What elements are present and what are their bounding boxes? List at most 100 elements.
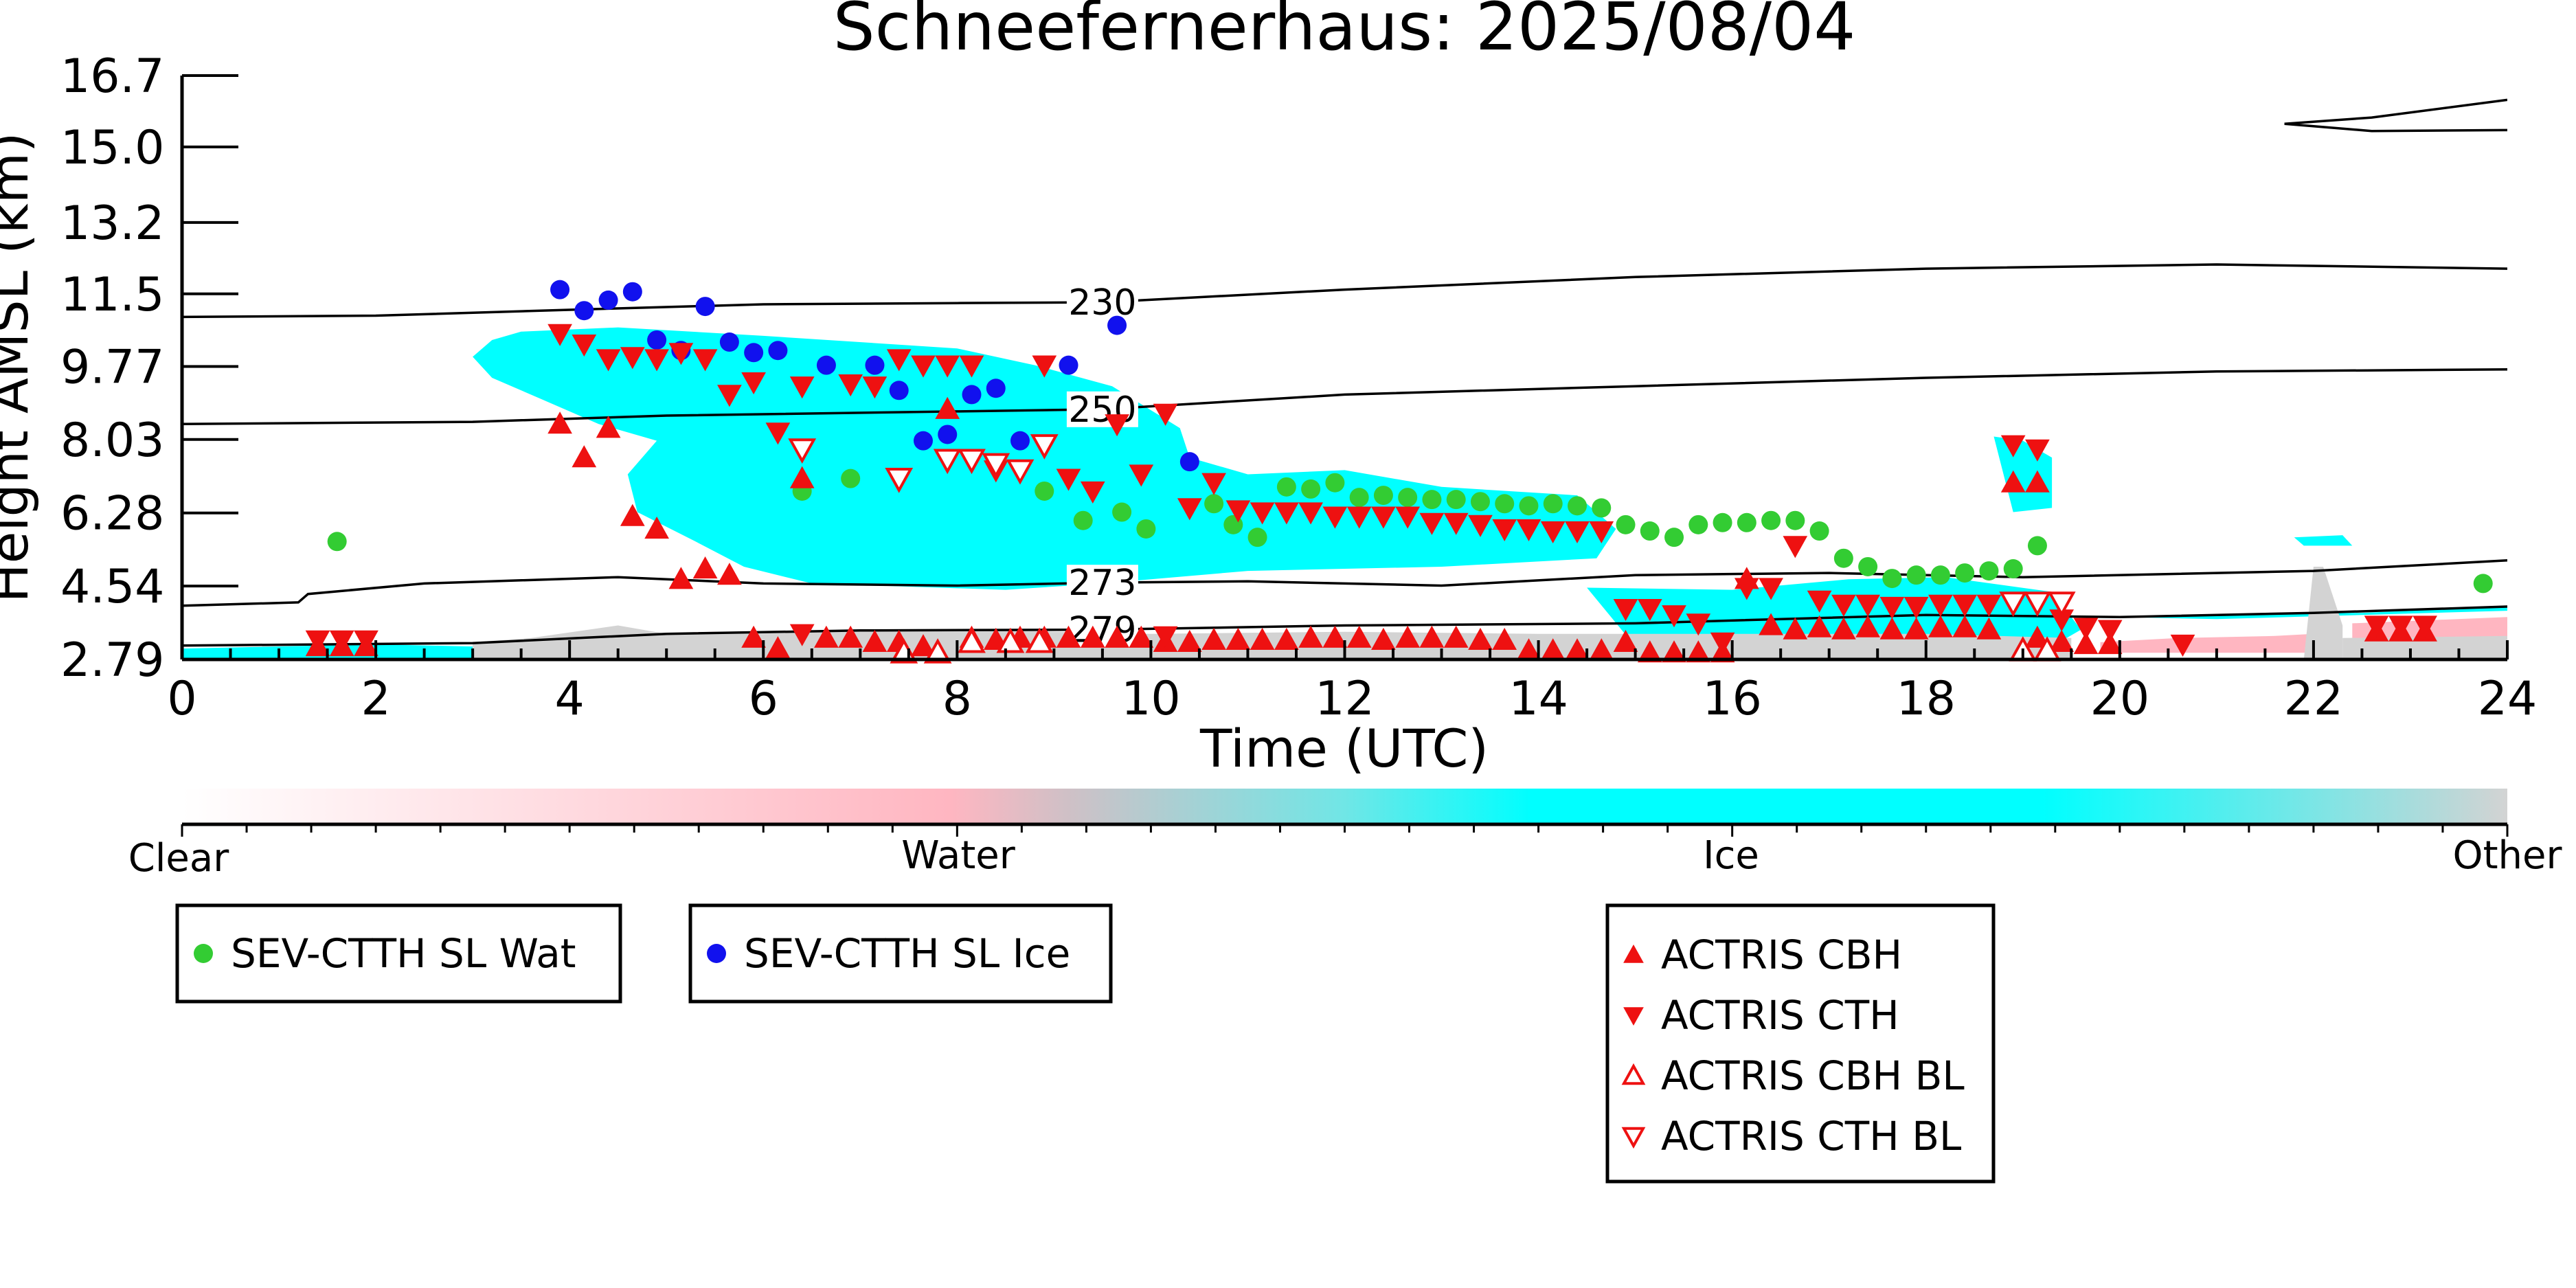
actris-cbh-point xyxy=(1225,627,1251,650)
actris-cth-point xyxy=(1032,355,1057,378)
contour-line-230 xyxy=(182,263,2507,319)
sev-ctth-sl-wat-point xyxy=(1955,563,1975,583)
legend-label-sev-ctth-sl-ice: SEV-CTTH SL Ice xyxy=(744,930,1070,977)
actris-cth-point xyxy=(1903,596,1929,620)
sev-ctth-sl-wat-point xyxy=(2473,574,2493,594)
actris-cth-point xyxy=(1250,502,1275,525)
actris-cth-bl-point xyxy=(1030,434,1059,460)
actris-cbh-point xyxy=(1274,627,1299,650)
x-ticks: 0 2 4 6 8 10 12 14 16 18 20 22 24 xyxy=(167,640,2537,726)
sev-ctth-sl-wat-point xyxy=(1664,528,1684,547)
actris-cbh-point xyxy=(1952,615,1978,637)
legend-label-sev-ctth-sl-wat: SEV-CTTH SL Wat xyxy=(231,930,576,977)
sev-ctth-sl-ice-point xyxy=(816,355,836,375)
actris-cbh-point xyxy=(572,445,597,468)
actris-cth-point xyxy=(1080,481,1105,504)
sev-ctth-sl-wat-point xyxy=(1422,490,1442,510)
sev-ctth-sl-wat-point xyxy=(1136,519,1156,539)
actris-cbh-point xyxy=(1468,627,1493,650)
actris-cbh-bl-point xyxy=(958,627,986,653)
actris-cth-point xyxy=(620,347,645,370)
x-tick-label: 0 xyxy=(167,672,196,726)
actris-cbh-point xyxy=(1177,629,1202,652)
actris-cth-point xyxy=(789,624,815,646)
sev-ctth-sl-wat-point xyxy=(1616,515,1636,534)
contour-label-bg-273 xyxy=(1066,565,1138,601)
actris-cbh-bl-point xyxy=(996,627,1025,653)
contour-label-273: 273 xyxy=(1068,563,1136,604)
actris-cbh-point xyxy=(814,625,839,648)
actris-cth-point xyxy=(1831,594,1856,617)
legend-symbol-actris-cth xyxy=(1623,1007,1644,1026)
sev-ctth-sl-ice-point xyxy=(962,385,982,405)
actris-cth-point xyxy=(668,343,694,365)
sev-ctth-sl-wat-point xyxy=(1713,512,1732,532)
colorbar-label-other: Other xyxy=(2452,833,2562,878)
sev-ctth-sl-wat-point xyxy=(1495,494,1515,514)
actris-cbh-point xyxy=(1855,615,1880,637)
sev-ctth-sl-wat-point xyxy=(1349,488,1369,508)
actris-cth-point xyxy=(1274,502,1299,525)
actris-cbh-point xyxy=(1831,617,1856,640)
y-tick-label: 8.03 xyxy=(60,414,164,468)
x-tick-label: 16 xyxy=(1702,672,1762,726)
actris-cbh-point xyxy=(862,629,888,652)
x-tick-label: 8 xyxy=(942,672,972,726)
actris-cth-point xyxy=(2025,439,2050,462)
actris-cbh-point xyxy=(1080,625,1105,648)
actris-cbh-point xyxy=(668,567,694,589)
actris-cth-point xyxy=(644,349,669,372)
chart-legend: SEV-CTTH SL Wat SEV-CTTH SL Ice ACTRIS CBH… xyxy=(175,903,1996,1184)
cloud-region-other-12 xyxy=(2342,635,2507,659)
legend-entries: SEV-CTTH SL Wat SEV-CTTH SL Ice ACTRIS CBH… xyxy=(194,930,1965,1160)
actris-cth-point xyxy=(911,355,936,378)
actris-cbh-point xyxy=(2025,470,2050,493)
x-tick-label: 20 xyxy=(2090,672,2150,726)
actris-cbh-point xyxy=(1371,627,1396,650)
actris-cth-point xyxy=(1879,596,1905,620)
actris-cth-bl-point xyxy=(1006,459,1035,485)
sev-ctth-sl-wat-point xyxy=(2027,536,2047,556)
actris-cbh-bl-point xyxy=(923,638,952,664)
x-tick-label: 24 xyxy=(2478,672,2538,726)
actris-cbh-point xyxy=(2000,470,2026,493)
sev-ctth-sl-wat-point xyxy=(1035,481,1054,501)
y-tick-label: 2.79 xyxy=(60,633,164,688)
sev-ctth-sl-wat-point xyxy=(327,532,347,552)
sev-ctth-sl-ice-point xyxy=(719,332,739,352)
legend-label-actris-cth-bl: ACTRIS CTH BL xyxy=(1661,1113,1961,1160)
actris-cbh-point xyxy=(838,625,863,648)
y-axis-label: Height AMSL (km) xyxy=(0,132,40,602)
actris-cbh-point xyxy=(1759,613,1783,635)
sev-ctth-sl-wat-point xyxy=(1761,510,1781,530)
sev-ctth-sl-wat-point xyxy=(1592,498,1612,518)
actris-cbh-point xyxy=(1056,625,1081,648)
sev-ctth-sl-ice-point xyxy=(1179,452,1199,472)
sev-ctth-sl-ice-point xyxy=(574,301,594,321)
actris-cth-point xyxy=(1637,599,1662,622)
sev-ctth-sl-ice-point xyxy=(889,381,909,400)
actris-cth-point xyxy=(1153,403,1178,426)
actris-cth-point xyxy=(305,630,330,653)
actris-cth-point xyxy=(547,324,572,346)
actris-cth-point xyxy=(2413,615,2437,638)
x-tick-label: 6 xyxy=(749,672,778,726)
legend-label-actris-cth: ACTRIS CTH xyxy=(1661,992,1899,1039)
sev-ctth-sl-ice-point xyxy=(550,280,570,300)
colorbar-label-clear: Clear xyxy=(128,836,229,881)
x-axis-label: Time (UTC) xyxy=(1199,718,1489,779)
data-markers xyxy=(305,280,2493,664)
y-tick-label: 16.7 xyxy=(60,49,164,104)
sev-ctth-sl-ice-point xyxy=(744,343,764,363)
actris-cbh-point xyxy=(1492,627,1517,650)
actris-cth-bl-point xyxy=(2047,591,2076,618)
sev-ctth-sl-ice-point xyxy=(598,290,618,310)
y-tick-label: 6.28 xyxy=(60,487,164,541)
actris-cbh-point xyxy=(1395,625,1421,648)
actris-cth-point xyxy=(1153,626,1178,648)
sev-ctth-sl-wat-point xyxy=(1301,479,1321,499)
actris-cth-point xyxy=(886,349,912,372)
actris-cbh-bl-point xyxy=(1025,627,1054,653)
actris-cth-point xyxy=(1759,578,1783,600)
